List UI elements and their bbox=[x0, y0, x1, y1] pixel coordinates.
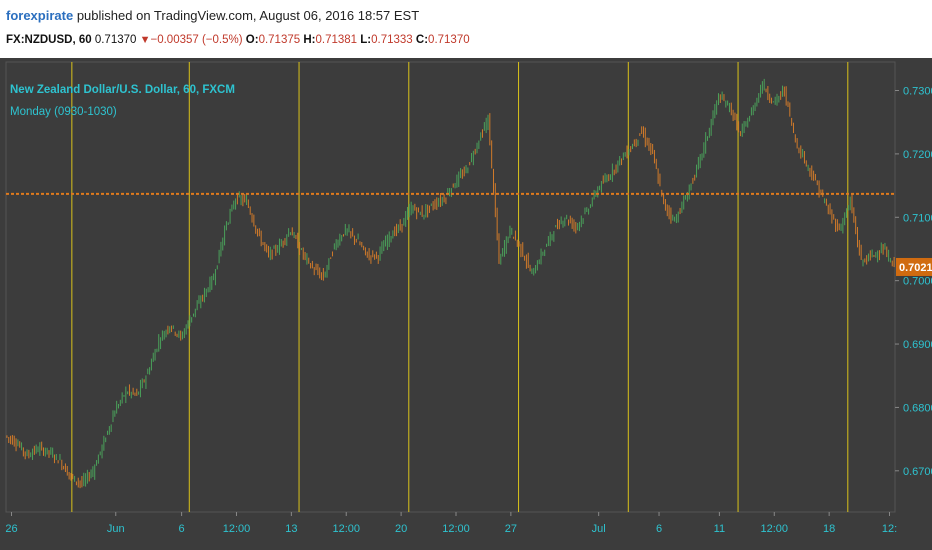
high-value: 0.71381 bbox=[315, 34, 358, 46]
x-axis-label: 20 bbox=[395, 523, 407, 535]
author-link[interactable]: forexpirate bbox=[6, 8, 74, 23]
publication-line: forexpirate published on TradingView.com… bbox=[6, 8, 419, 23]
symbol-label: FX:NZDUSD, 60 bbox=[6, 34, 92, 46]
quote-line: FX:NZDUSD, 60 0.71370 ▼−0.00357 (−0.5%) … bbox=[6, 34, 470, 46]
open-value: 0.71375 bbox=[258, 34, 301, 46]
x-axis-label: 12:00 bbox=[332, 523, 360, 535]
chart-legend-title: New Zealand Dollar/U.S. Dollar, 60, FXCM bbox=[10, 84, 235, 96]
last-price-tag bbox=[896, 257, 932, 276]
change-value: −0.00357 (−0.5%) bbox=[150, 34, 243, 46]
x-axis-label: Jun bbox=[107, 523, 125, 535]
low-value: 0.71333 bbox=[371, 34, 413, 46]
plot-border bbox=[5, 61, 896, 513]
x-axis-label: 12: bbox=[882, 523, 897, 535]
x-axis-label: 12:00 bbox=[223, 523, 251, 535]
x-axis-label: 6 bbox=[179, 523, 185, 535]
x-axis-label: 12:00 bbox=[761, 523, 789, 535]
low-label: L: bbox=[360, 34, 372, 46]
y-axis-label: 0.71000 bbox=[903, 212, 932, 224]
down-arrow-icon: ▼ bbox=[139, 34, 151, 46]
close-label: C: bbox=[415, 34, 429, 46]
y-axis-label: 0.67000 bbox=[903, 466, 932, 478]
x-axis-label: 13 bbox=[285, 523, 297, 535]
y-axis-label: 0.68000 bbox=[903, 402, 932, 414]
open-label: O: bbox=[245, 34, 259, 46]
indicator-legend: Monday (0930-1030) bbox=[10, 106, 117, 118]
y-axis-label: 0.72000 bbox=[903, 149, 932, 161]
y-axis-label: 0.70000 bbox=[903, 276, 932, 288]
last-price: 0.71370 bbox=[94, 34, 137, 46]
x-axis-label: 6 bbox=[656, 523, 662, 535]
chart-panel[interactable]: 0.73000 0.72000 0.71000 0.70000 0.69000 0.680… bbox=[0, 58, 932, 550]
x-axis-label: 27 bbox=[505, 523, 517, 535]
x-axis-label: Jul bbox=[592, 523, 606, 535]
publication-text: published on TradingView.com, August 06,… bbox=[76, 8, 420, 23]
close-value: 0.71370 bbox=[428, 34, 470, 46]
x-axis-label: 18 bbox=[823, 523, 835, 535]
x-axis-label: 26 bbox=[5, 523, 17, 535]
x-axis-label: 11 bbox=[714, 523, 725, 535]
x-axis-label: 12:00 bbox=[442, 523, 470, 535]
y-axis-label: 0.69000 bbox=[903, 339, 932, 351]
price-chart[interactable]: 0.73000 0.72000 0.71000 0.70000 0.69000 0.680… bbox=[0, 58, 932, 550]
high-label: H: bbox=[303, 34, 316, 46]
y-axis-label: 0.73000 bbox=[903, 86, 932, 98]
last-price-label: 0.70216 bbox=[899, 262, 932, 274]
